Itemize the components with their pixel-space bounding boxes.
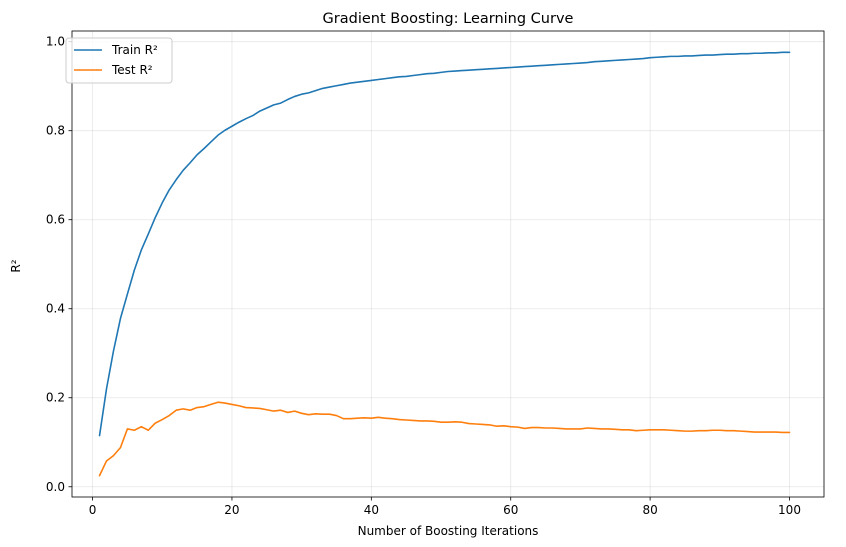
- legend-label: Test R²: [111, 63, 153, 77]
- x-tick-label: 100: [778, 503, 801, 517]
- grid: [72, 31, 824, 497]
- x-tick-label: 40: [364, 503, 379, 517]
- y-axis-label: R²: [9, 259, 23, 272]
- series-line-train: [98, 51, 791, 437]
- series-line-test: [98, 401, 791, 477]
- series-layer: [98, 51, 791, 477]
- chart-title: Gradient Boosting: Learning Curve: [323, 11, 574, 27]
- x-tick-label: 80: [642, 503, 657, 517]
- y-tick-label: 0.4: [46, 302, 65, 316]
- y-tick-label: 0.8: [46, 124, 65, 138]
- x-tick-label: 20: [224, 503, 239, 517]
- x-tick-label: 0: [89, 503, 97, 517]
- y-tick-label: 0.6: [46, 213, 65, 227]
- y-tick-label: 0.0: [46, 480, 65, 494]
- y-tick-label: 0.2: [46, 391, 65, 405]
- legend-label: Train R²: [111, 43, 158, 57]
- y-tick-label: 1.0: [46, 35, 65, 49]
- x-axis-label: Number of Boosting Iterations: [358, 524, 539, 538]
- legend: Train R² Test R²: [65, 37, 173, 84]
- axis-ticks: 0 20 40 60 80 100 0.0 0.2 0.4 0.6 0.8 1.0: [46, 35, 801, 517]
- x-tick-label: 60: [503, 503, 518, 517]
- plot-frame: [71, 30, 825, 498]
